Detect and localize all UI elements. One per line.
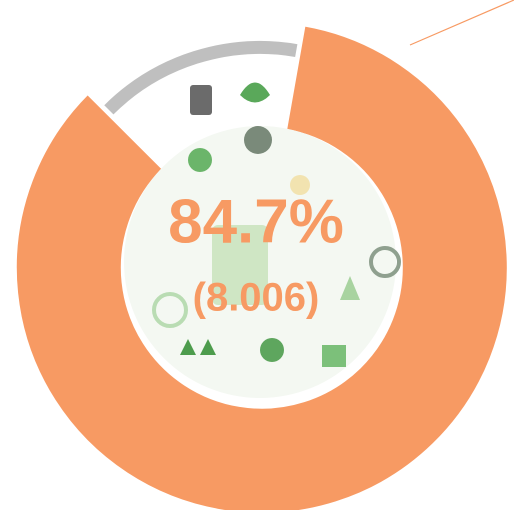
icon <box>212 225 268 305</box>
icon <box>260 338 284 362</box>
icon <box>240 82 270 103</box>
icon <box>244 126 272 154</box>
center-illustration <box>124 82 401 398</box>
icon <box>180 339 216 355</box>
icon <box>290 175 310 195</box>
donut-segment <box>14 24 509 510</box>
donut-segment <box>101 39 300 118</box>
icon <box>340 276 360 300</box>
leader-line <box>409 0 514 46</box>
icon <box>322 345 346 367</box>
icon <box>152 292 188 328</box>
icon <box>190 85 212 115</box>
icon <box>188 148 212 172</box>
icon <box>369 246 401 278</box>
annotation: (8.006) <box>193 276 320 320</box>
value-label: 84.7% <box>168 187 344 256</box>
